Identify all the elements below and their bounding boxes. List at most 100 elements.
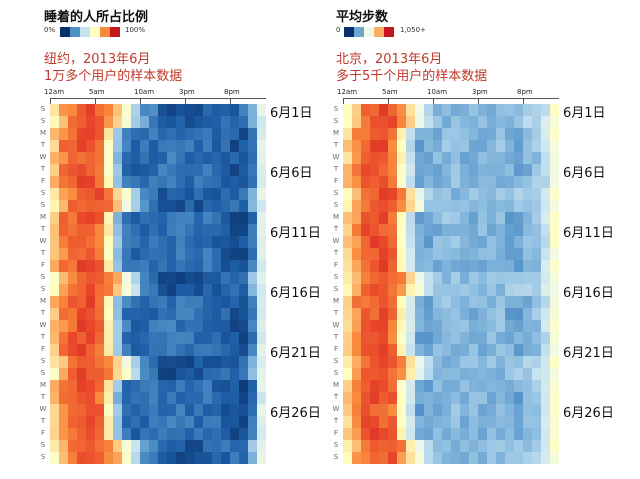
heatmap-cell xyxy=(257,320,266,333)
heatmap-cell xyxy=(230,236,240,249)
heatmap-cell xyxy=(86,416,96,429)
heatmap-cell xyxy=(397,236,407,249)
heatmap-cell xyxy=(86,224,96,237)
heatmap-cell xyxy=(478,116,488,129)
heatmap-cell xyxy=(68,224,78,237)
heatmap-cell xyxy=(424,212,434,225)
heatmap-cell xyxy=(86,440,96,453)
heatmap-cell xyxy=(379,176,389,189)
heatmap-cell xyxy=(469,380,479,393)
heatmap-cell xyxy=(460,140,470,153)
heatmap-cell xyxy=(505,284,515,297)
heatmap-cell xyxy=(167,176,177,189)
heatmap-cell xyxy=(131,416,141,429)
heatmap-cell xyxy=(158,236,168,249)
heatmap-cell xyxy=(239,404,249,417)
heatmap-cell xyxy=(68,308,78,321)
heatmap-cell xyxy=(550,248,559,261)
heatmap-cell xyxy=(442,320,452,333)
heatmap-cell xyxy=(131,188,141,201)
heatmap-cell xyxy=(406,416,416,429)
heatmap-cell xyxy=(203,272,213,285)
heatmap-cell xyxy=(505,212,515,225)
heatmap-cell xyxy=(149,452,159,464)
heatmap-cell xyxy=(523,200,533,213)
heatmap-cell xyxy=(397,284,407,297)
heatmap-cell xyxy=(59,188,69,201)
heatmap-cell xyxy=(478,416,488,429)
heatmap-cell xyxy=(86,368,96,381)
weekday-label: F xyxy=(40,429,46,437)
heatmap-cell xyxy=(194,212,204,225)
heatmap-cell xyxy=(68,200,78,213)
heatmap-cell xyxy=(140,332,150,345)
heatmap-cell xyxy=(487,320,497,333)
heatmap-cell xyxy=(343,428,353,441)
heatmap-cell xyxy=(514,284,524,297)
heatmap-cell xyxy=(68,344,78,357)
heatmap-cell xyxy=(514,188,524,201)
heatmap-cell xyxy=(478,284,488,297)
heatmap-cell xyxy=(104,296,114,309)
heatmap-cell xyxy=(424,356,434,369)
heatmap-cell xyxy=(221,428,231,441)
heatmap-cell xyxy=(68,272,78,285)
heatmap-cell xyxy=(176,416,186,429)
heatmap-cell xyxy=(194,152,204,165)
heatmap-cell xyxy=(257,248,266,261)
heatmap-cell xyxy=(460,452,470,464)
heatmap-cell xyxy=(433,224,443,237)
heatmap-cell xyxy=(221,116,231,129)
heatmap-cell xyxy=(505,164,515,177)
heatmap-cell xyxy=(149,428,159,441)
heatmap-cell xyxy=(397,368,407,381)
heatmap-cell xyxy=(352,380,362,393)
heatmap-cell xyxy=(379,224,389,237)
heatmap-cell xyxy=(131,212,141,225)
heatmap-cell xyxy=(343,164,353,177)
heatmap-cell xyxy=(460,236,470,249)
heatmap-cell xyxy=(433,368,443,381)
heatmap-cell xyxy=(95,248,105,261)
heatmap-cell xyxy=(95,428,105,441)
legend-swatch xyxy=(344,27,354,37)
heatmap-cell xyxy=(95,152,105,165)
heatmap-cell xyxy=(514,140,524,153)
heatmap-cell xyxy=(230,128,240,141)
heatmap-cell xyxy=(176,368,186,381)
heatmap-cell xyxy=(230,176,240,189)
heatmap-cell xyxy=(505,176,515,189)
heatmap-cell xyxy=(379,248,389,261)
heatmap-cell xyxy=(257,128,266,141)
heatmap-cell xyxy=(194,296,204,309)
heatmap-cell xyxy=(523,428,533,441)
heatmap-cell xyxy=(442,104,452,117)
heatmap-cell xyxy=(478,392,488,405)
weekday-label: S xyxy=(333,453,339,461)
heatmap-cell xyxy=(469,128,479,141)
heatmap-cell xyxy=(505,152,515,165)
heatmap-cell xyxy=(433,332,443,345)
heatmap-cell xyxy=(194,260,204,273)
heatmap-cell xyxy=(212,176,222,189)
heatmap-cell xyxy=(370,260,380,273)
heatmap-cell xyxy=(59,404,69,417)
heatmap-cell xyxy=(221,140,231,153)
heatmap-cell xyxy=(239,332,249,345)
heatmap-cell xyxy=(158,368,168,381)
heatmap-cell xyxy=(451,188,461,201)
heatmap-cell xyxy=(176,272,186,285)
heatmap-cell xyxy=(95,356,105,369)
heatmap-cell xyxy=(352,308,362,321)
heatmap-cell xyxy=(370,440,380,453)
heatmap-cell xyxy=(113,200,123,213)
heatmap-cell xyxy=(104,284,114,297)
heatmap-cell xyxy=(550,188,559,201)
heatmap-cell xyxy=(352,284,362,297)
heatmap-cell xyxy=(203,404,213,417)
heatmap-cell xyxy=(230,260,240,273)
hour-tick xyxy=(433,98,434,104)
heatmap-cell xyxy=(415,368,425,381)
heatmap-cell xyxy=(514,164,524,177)
heatmap-cell xyxy=(379,236,389,249)
